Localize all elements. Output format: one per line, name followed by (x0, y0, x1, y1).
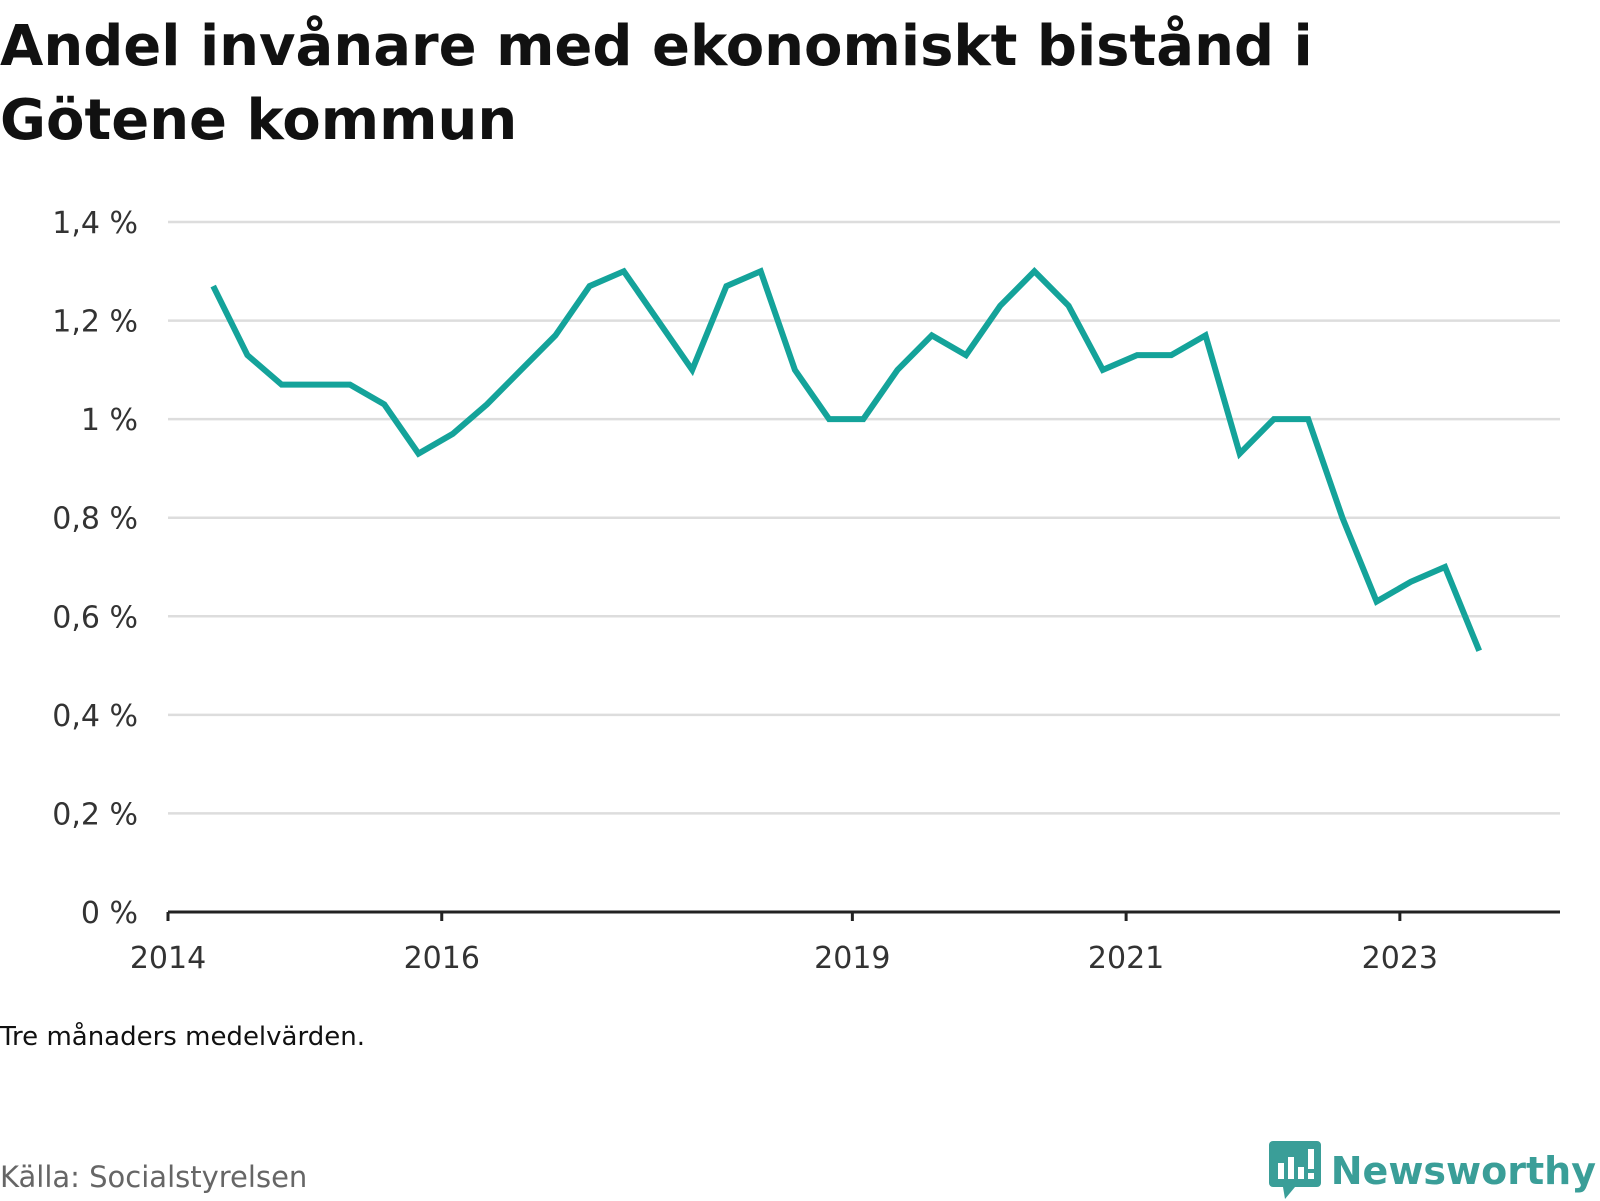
y-tick-label: 0,2 % (52, 797, 138, 832)
x-tick-label: 2021 (1088, 941, 1164, 976)
chart-title: Andel invånare med ekonomiskt bistånd i … (0, 14, 1313, 153)
newsworthy-logo-icon (1268, 1141, 1321, 1199)
y-tick-label: 0,8 % (52, 502, 138, 537)
series-line (210, 267, 1482, 652)
y-tick-label: 1,4 % (52, 206, 138, 241)
y-tick-label: 1 % (81, 403, 138, 438)
x-tick-label: 2016 (404, 941, 480, 976)
gridlines (168, 220, 1560, 815)
y-tick-label: 1,2 % (52, 305, 138, 340)
x-tick-label: 2023 (1362, 941, 1438, 976)
series-group (210, 267, 1482, 652)
y-tick-label: 0 % (81, 896, 138, 931)
brand-logo: Newsworthy (1268, 1141, 1596, 1201)
y-tick-label: 0,4 % (52, 699, 138, 734)
y-axis-tick-labels: 0 % 0,2 % 0,4 % 0,6 % 0,8 % 1 % 1,2 % 1,4 % (52, 206, 138, 931)
brand-name: Newsworthy (1330, 1149, 1596, 1193)
x-axis-tick-labels: 2014 2016 2019 2021 2023 (130, 941, 1438, 976)
x-tick-label: 2019 (814, 941, 890, 976)
y-tick-label: 0,6 % (52, 600, 138, 635)
source-credit: Källa: Socialstyrelsen (0, 1160, 308, 1194)
line-chart: 0 % 0,2 % 0,4 % 0,6 % 0,8 % 1 % 1,2 % 1,4 % 201… (52, 206, 1560, 976)
chart-note: Tre månaders medelvärden. (0, 1022, 365, 1052)
x-tick-label: 2014 (130, 941, 206, 976)
x-axis (166, 910, 1560, 921)
